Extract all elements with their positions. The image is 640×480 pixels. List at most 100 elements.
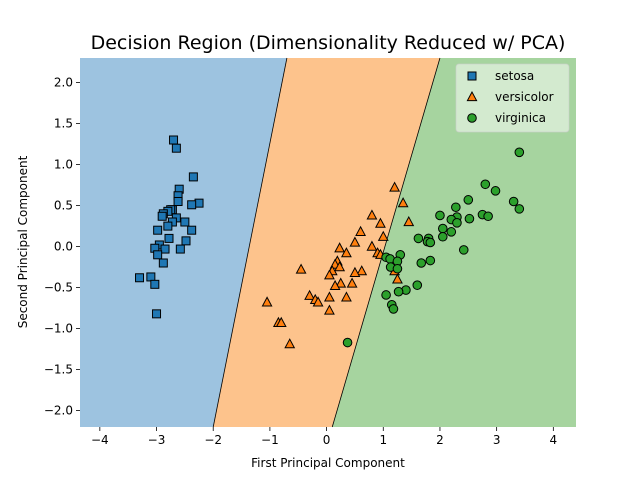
point-versicolor <box>323 291 335 302</box>
legend-marker-setosa <box>467 71 477 81</box>
point-setosa <box>194 198 204 208</box>
x-axis-label: First Principal Component <box>251 456 405 470</box>
point-setosa <box>187 200 197 210</box>
point-versicolor <box>295 263 307 274</box>
point-virginica <box>483 211 493 222</box>
x-tick-label: −4 <box>91 433 109 447</box>
point-versicolor <box>335 277 347 288</box>
point-virginica <box>425 255 436 266</box>
legend-marker-versicolor <box>466 90 478 102</box>
point-virginica <box>451 202 461 213</box>
point-setosa <box>188 172 198 182</box>
y-axis-label: Second Principal Component <box>16 155 30 328</box>
point-setosa <box>158 258 168 268</box>
point-versicolor <box>349 236 361 247</box>
point-versicolor <box>403 215 415 227</box>
x-tick-label: 4 <box>550 433 558 447</box>
point-setosa <box>171 143 181 153</box>
point-virginica <box>458 245 469 255</box>
point-versicolor <box>261 296 273 307</box>
point-versicolor <box>323 269 335 280</box>
plot-area <box>80 57 576 428</box>
point-versicolor <box>389 181 401 192</box>
point-setosa <box>153 225 163 235</box>
y-tick-label: 0.5 <box>54 199 73 213</box>
point-virginica <box>446 227 457 237</box>
x-tick-label: 2 <box>436 433 444 447</box>
point-versicolor <box>340 291 352 302</box>
point-versicolor <box>334 261 346 272</box>
y-tick-label: 2.0 <box>54 76 73 90</box>
point-virginica <box>508 196 519 207</box>
point-versicolor <box>284 338 296 349</box>
point-virginica <box>437 223 448 234</box>
point-virginica <box>393 286 404 297</box>
point-setosa <box>187 225 197 235</box>
x-tick-label: 1 <box>379 433 387 447</box>
y-tick-label: 1.5 <box>54 117 73 131</box>
point-versicolor <box>366 240 378 251</box>
point-setosa <box>153 250 163 260</box>
point-setosa <box>169 135 179 145</box>
y-tick-label: −2.0 <box>44 404 73 418</box>
point-setosa <box>150 279 160 289</box>
legend-label-virginica: virginica <box>495 111 546 125</box>
point-versicolor <box>329 279 341 291</box>
y-tick-label: −1.0 <box>44 322 73 336</box>
point-virginica <box>480 179 491 190</box>
point-versicolor <box>334 242 346 253</box>
point-virginica <box>342 337 353 348</box>
point-versicolor <box>304 289 316 300</box>
point-virginica <box>435 210 445 221</box>
point-virginica <box>381 290 391 300</box>
x-tick-label: −1 <box>261 433 279 447</box>
point-virginica <box>464 213 475 224</box>
y-tick-label: 1.0 <box>54 158 73 172</box>
point-setosa <box>135 273 145 283</box>
legend-box <box>455 63 570 133</box>
axes: −4 −3 −2 −1 0 1 2 3 4 −2.0 −1.5 −1.0 −0.5 0.0 0.5 1.0 1.… <box>44 76 557 447</box>
point-setosa <box>160 244 170 254</box>
legend-marker-virginica <box>467 113 477 123</box>
region-versicolor <box>213 58 440 427</box>
point-versicolor <box>366 209 378 220</box>
point-virginica <box>416 258 427 268</box>
point-virginica <box>452 218 462 228</box>
point-virginica <box>388 304 399 314</box>
point-versicolor <box>349 266 361 277</box>
point-virginica <box>412 280 423 290</box>
point-virginica <box>490 186 501 196</box>
point-versicolor <box>275 316 287 327</box>
x-tick-label: 0 <box>323 433 331 447</box>
point-versicolor <box>392 273 403 284</box>
point-versicolor <box>397 197 409 208</box>
point-virginica <box>437 231 448 242</box>
y-tick-label: 0.0 <box>54 240 73 254</box>
point-setosa <box>175 244 185 254</box>
decision-boundary-2 <box>331 57 441 428</box>
point-versicolor <box>356 265 368 276</box>
point-setosa <box>180 217 190 227</box>
point-setosa <box>163 221 173 231</box>
point-versicolor <box>377 230 389 241</box>
point-virginica <box>463 195 474 205</box>
x-tick-label: 3 <box>493 433 501 447</box>
point-virginica <box>514 204 525 214</box>
point-setosa <box>146 272 156 282</box>
point-versicolor <box>312 296 324 307</box>
chart-title: Decision Region (Dimensionality Reduced … <box>91 32 566 54</box>
legend-label-setosa: setosa <box>495 69 534 83</box>
point-versicolor <box>340 247 352 258</box>
x-tick-label: −2 <box>204 433 222 447</box>
point-versicolor <box>346 277 358 288</box>
legend: setosa versicolor virginica <box>455 63 570 133</box>
point-versicolor <box>355 225 367 236</box>
x-tick-label: −3 <box>148 433 166 447</box>
y-tick-label: −1.5 <box>44 363 73 377</box>
point-virginica <box>514 147 525 158</box>
legend-label-versicolor: versicolor <box>495 90 554 104</box>
point-setosa <box>173 197 183 206</box>
point-setosa <box>157 211 167 221</box>
point-virginica <box>392 263 403 274</box>
